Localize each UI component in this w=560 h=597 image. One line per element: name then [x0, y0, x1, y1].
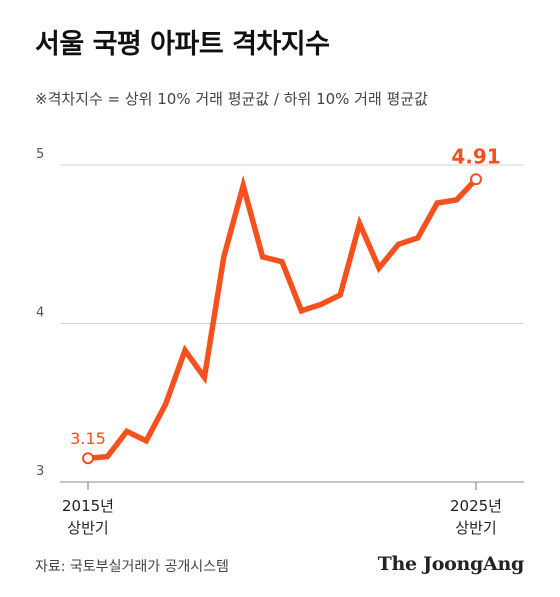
x-tick-label: 2025년: [450, 497, 502, 515]
chart-title: 서울 국평 아파트 격차지수: [35, 29, 330, 60]
y-tick-label: 4: [36, 306, 44, 321]
publisher-logo: The JoongAng: [377, 553, 525, 575]
source-note: 자료: 국토부실거래가 공개시스템: [35, 559, 229, 575]
gridlines: [60, 164, 524, 483]
data-labels: 3.15 4.91: [70, 144, 500, 448]
series-line: [87, 175, 479, 461]
y-tick-label: 3: [36, 464, 44, 479]
start-point-marker: [82, 452, 94, 465]
start-value-label: 3.15: [70, 429, 106, 448]
chart-subtitle: ※격차지수 = 상위 10% 거래 평균값 / 하위 10% 거래 평균값: [35, 90, 428, 108]
series-layer: [82, 173, 482, 465]
x-tick-label: 상반기: [67, 519, 108, 537]
end-point-marker: [470, 173, 482, 186]
y-axis: 3 4 5: [36, 147, 44, 479]
x-tick-label: 상반기: [455, 519, 496, 537]
end-value-label: 4.91: [451, 144, 500, 168]
x-tick-label: 2015년: [62, 497, 114, 515]
y-tick-label: 5: [36, 147, 44, 162]
